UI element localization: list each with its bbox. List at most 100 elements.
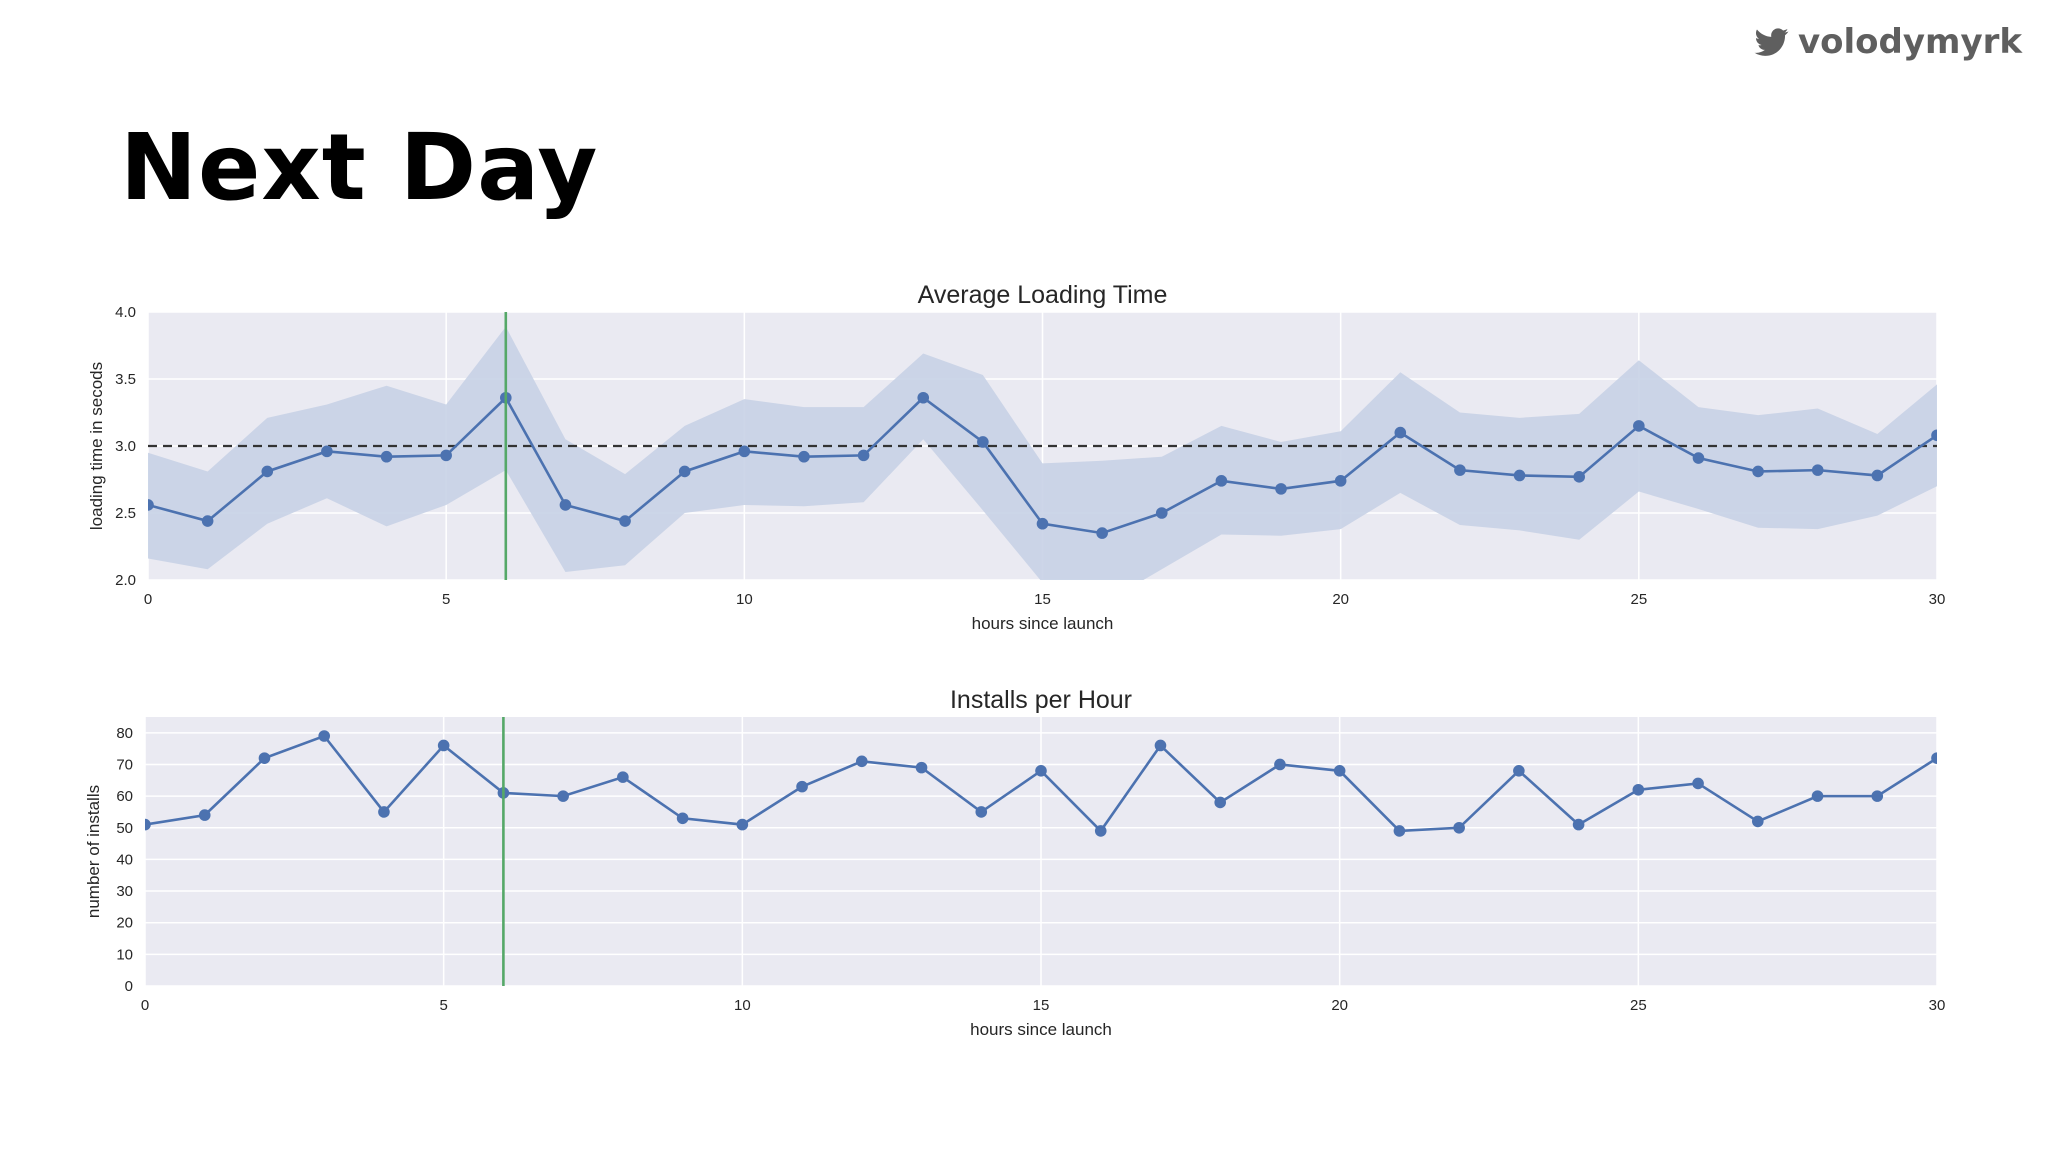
data-point xyxy=(1394,426,1407,439)
data-point xyxy=(915,761,928,774)
data-point xyxy=(1752,815,1764,828)
author-handle-text: volodymyrk xyxy=(1797,22,2022,62)
data-point xyxy=(617,771,629,783)
data-point xyxy=(1215,475,1228,487)
y-axis-label: loading time in secods xyxy=(87,362,106,530)
x-axis-label: hours since launch xyxy=(972,614,1114,633)
data-point xyxy=(1155,507,1168,519)
data-point xyxy=(1931,429,1937,442)
x-tick-label: 20 xyxy=(1332,591,1349,608)
y-tick-label: 20 xyxy=(116,915,133,932)
data-point xyxy=(1692,452,1705,464)
x-axis-label: hours since launch xyxy=(970,1020,1112,1039)
data-point xyxy=(1393,825,1406,837)
data-point xyxy=(975,806,988,818)
data-point xyxy=(559,499,572,511)
y-tick-label: 40 xyxy=(116,851,133,868)
data-point xyxy=(557,790,569,802)
x-tick-label: 5 xyxy=(442,591,450,608)
y-tick-label: 60 xyxy=(116,788,133,805)
chart-title: Average Loading Time xyxy=(918,281,1168,309)
data-point xyxy=(148,499,154,511)
confidence-band xyxy=(148,326,1937,580)
y-tick-label: 80 xyxy=(116,725,133,742)
y-tick-label: 2.0 xyxy=(115,572,136,589)
x-tick-label: 0 xyxy=(141,997,149,1014)
data-point xyxy=(1931,752,1937,764)
y-tick-label: 4.0 xyxy=(115,304,136,321)
x-tick-label: 15 xyxy=(1034,591,1051,608)
y-tick-label: 3.0 xyxy=(115,438,136,455)
y-tick-label: 3.5 xyxy=(115,371,136,388)
x-tick-label: 10 xyxy=(734,997,751,1014)
data-point xyxy=(738,445,751,458)
data-point xyxy=(378,806,390,818)
y-tick-label: 50 xyxy=(116,820,133,837)
chart-1: 0 5 10 15 20 25 30 2.0 2.5 3.0 3.5 4.0 Average Loadi… xyxy=(87,281,1945,633)
data-point xyxy=(440,449,452,462)
data-point xyxy=(856,755,868,768)
x-tick-label: 0 xyxy=(144,591,152,608)
x-tick-label: 25 xyxy=(1630,997,1647,1014)
data-point xyxy=(1453,821,1465,834)
x-tick-label: 15 xyxy=(1033,997,1050,1014)
data-point xyxy=(1513,765,1525,777)
author-handle: volodymyrk xyxy=(1752,22,2022,62)
y-tick-label: 30 xyxy=(116,883,133,900)
data-point xyxy=(198,809,211,821)
data-point xyxy=(1094,825,1107,837)
y-axis-label: number of installs xyxy=(84,785,103,918)
data-point xyxy=(1334,475,1347,487)
y-tick-label: 70 xyxy=(116,756,133,773)
chart-title: Installs per Hour xyxy=(950,686,1132,714)
data-point xyxy=(261,465,274,478)
data-point xyxy=(1752,465,1764,478)
data-point xyxy=(1274,758,1286,771)
plot-area xyxy=(145,730,1937,837)
data-point xyxy=(380,450,393,463)
data-point xyxy=(1633,420,1645,432)
data-point xyxy=(1572,818,1585,831)
x-tick-label: 30 xyxy=(1929,591,1946,608)
data-point xyxy=(676,812,689,825)
y-tick-label: 0 xyxy=(125,978,133,995)
data-point xyxy=(1154,739,1167,752)
data-point xyxy=(1871,469,1884,482)
x-tick-label: 30 xyxy=(1929,997,1946,1014)
data-point xyxy=(1871,790,1884,802)
data-point xyxy=(977,436,989,448)
data-point xyxy=(1214,796,1226,809)
data-point xyxy=(1333,765,1346,777)
data-point xyxy=(437,739,450,752)
data-point xyxy=(1035,765,1047,777)
data-point xyxy=(1811,790,1824,802)
data-point xyxy=(1811,464,1824,476)
x-tick-label: 25 xyxy=(1630,591,1647,608)
data-point xyxy=(145,818,151,831)
data-point xyxy=(1632,783,1645,796)
data-point xyxy=(678,465,691,478)
data-point xyxy=(1573,471,1585,483)
data-point xyxy=(201,515,214,527)
twitter-bird-icon xyxy=(1754,28,1789,56)
data-point xyxy=(1454,464,1466,476)
data-point xyxy=(1036,517,1049,530)
data-point xyxy=(1692,777,1704,790)
data-point xyxy=(619,515,631,527)
x-tick-label: 5 xyxy=(439,997,447,1014)
data-point xyxy=(736,818,749,831)
data-point xyxy=(857,449,870,462)
chart-2: 0 5 10 15 20 25 30 0 10 20 30 40 50 60 70 80 Installs pe… xyxy=(84,686,1945,1039)
slide-title: Next Day xyxy=(120,114,599,221)
x-tick-label: 10 xyxy=(736,591,753,608)
data-point xyxy=(1513,469,1526,482)
data-point xyxy=(321,445,333,458)
data-point xyxy=(796,780,808,793)
data-point xyxy=(1275,483,1287,495)
y-tick-label: 10 xyxy=(116,946,133,963)
plot-area xyxy=(148,326,1937,580)
y-tick-label: 2.5 xyxy=(115,505,136,522)
data-point xyxy=(798,450,810,463)
x-tick-label: 20 xyxy=(1331,997,1348,1014)
